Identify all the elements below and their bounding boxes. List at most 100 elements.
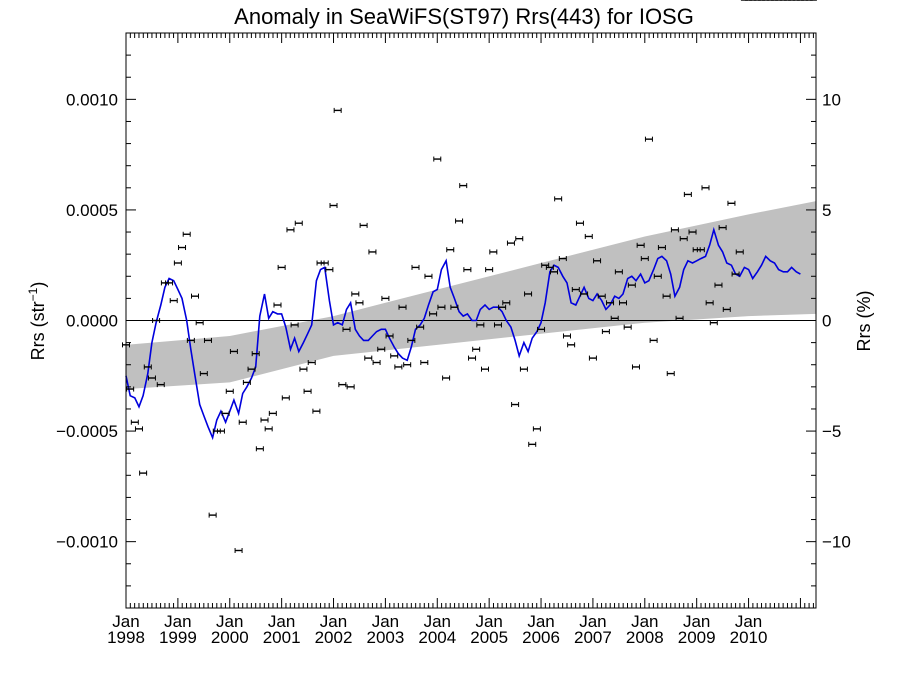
data-point: [130, 419, 139, 425]
data-point: [208, 512, 217, 518]
data-point: [714, 282, 723, 288]
data-point: [450, 304, 459, 310]
y-right-tick-label: 0: [822, 312, 831, 331]
data-point: [593, 258, 602, 264]
data-point: [666, 371, 675, 377]
y-right-tick-label: −10: [822, 533, 851, 552]
data-point: [489, 249, 498, 255]
x-tick-label-year: 2003: [366, 628, 404, 647]
data-point: [567, 342, 576, 348]
y-axis-left-ticks: 0.0010 0.0005 0.0000 −0.0005 −0.0010: [56, 32, 136, 609]
data-point: [446, 247, 455, 253]
data-point: [273, 302, 282, 308]
x-tick-label-month: Jan: [320, 612, 347, 631]
data-point: [437, 304, 446, 310]
chart-title: Anomaly in SeaWiFS(ST97) Rrs(443) for IO…: [234, 4, 694, 29]
data-point: [251, 351, 260, 357]
data-point: [238, 419, 247, 425]
data-point: [597, 293, 606, 299]
data-point: [511, 402, 520, 408]
data-point: [178, 245, 187, 251]
data-point: [320, 260, 329, 266]
y-left-tick-label: 0.0010: [66, 90, 118, 109]
data-point: [195, 320, 204, 326]
data-point: [575, 220, 584, 226]
data-point: [173, 260, 182, 266]
data-point: [186, 337, 195, 343]
data-point: [610, 315, 619, 321]
x-tick-label-year: 1998: [107, 628, 145, 647]
data-point: [385, 333, 394, 339]
data-point: [606, 300, 615, 306]
data-point: [705, 300, 714, 306]
data-point: [351, 291, 360, 297]
data-point: [498, 304, 507, 310]
data-point: [722, 306, 731, 312]
data-point: [420, 360, 429, 366]
x-tick-label-year: 2002: [315, 628, 353, 647]
data-point: [463, 267, 472, 273]
y-left-tick-label: −0.0010: [56, 533, 118, 552]
data-point: [169, 298, 178, 304]
data-point: [355, 300, 364, 306]
y-right-tick-label: 10: [822, 90, 841, 109]
data-point: [502, 300, 511, 306]
data-point: [398, 304, 407, 310]
data-point: [143, 364, 152, 370]
data-point: [640, 256, 649, 262]
data-point: [307, 360, 316, 366]
data-point: [442, 375, 451, 381]
x-tick-label-year: 1999: [159, 628, 197, 647]
data-point: [286, 227, 295, 233]
data-point: [627, 282, 636, 288]
data-point: [294, 220, 303, 226]
data-point: [299, 366, 308, 372]
data-point: [126, 386, 135, 392]
x-tick-label-year: 2001: [263, 628, 301, 647]
x-tick-label-month: Jan: [683, 612, 710, 631]
data-point: [528, 441, 537, 447]
data-point: [338, 382, 347, 388]
data-point: [532, 426, 541, 432]
y-axis-left-label: Rrs (str−1): [26, 282, 48, 361]
y-axis-right-ticks: 10 5 0 −5 −10: [806, 32, 851, 609]
data-point: [631, 364, 640, 370]
y-axis-right-label: Rrs (%): [854, 291, 874, 352]
data-point: [268, 410, 277, 416]
x-tick-label-year: 2004: [418, 628, 456, 647]
data-point: [459, 183, 468, 189]
data-point: [731, 271, 740, 277]
x-tick-label-month: Jan: [268, 612, 295, 631]
trend-band-layer: [126, 201, 816, 390]
data-point: [524, 291, 533, 297]
x-tick-label-month: Jan: [424, 612, 451, 631]
data-point: [662, 293, 671, 299]
data-point: [649, 337, 658, 343]
data-point: [623, 324, 632, 330]
x-tick-label-year: 2006: [522, 628, 560, 647]
data-points-layer: [122, 0, 817, 553]
data-point: [147, 375, 156, 381]
data-point: [481, 366, 490, 372]
smoothed-series-line: [125, 226, 801, 441]
data-point: [303, 388, 312, 394]
data-point: [675, 315, 684, 321]
data-point: [562, 333, 571, 339]
data-point: [468, 355, 477, 361]
data-point: [537, 326, 546, 332]
data-point: [601, 329, 610, 335]
data-point: [493, 322, 502, 328]
x-tick-label-month: Jan: [631, 612, 658, 631]
data-point: [416, 324, 425, 330]
data-point: [346, 384, 355, 390]
y-left-tick-label: −0.0005: [56, 422, 118, 441]
data-point: [325, 267, 334, 273]
data-point: [242, 379, 251, 385]
data-point: [359, 222, 368, 228]
x-axis-ticks: Jan1998Jan1999Jan2000Jan2001Jan2002Jan20…: [107, 33, 814, 647]
data-point: [701, 185, 710, 191]
data-point: [580, 291, 589, 297]
x-tick-label-month: Jan: [216, 612, 243, 631]
data-point: [403, 362, 412, 368]
